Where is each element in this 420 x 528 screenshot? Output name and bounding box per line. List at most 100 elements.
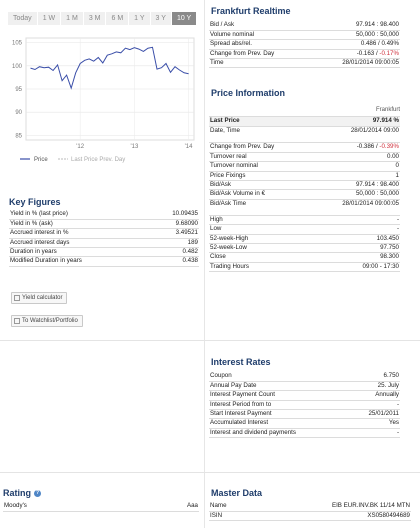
master-label: Name (209, 502, 247, 512)
key-figure-label: Accrued interest days (9, 238, 148, 249)
price-info-value: 50,000 : 50,000 (310, 189, 400, 200)
key-figures-title: Key Figures (9, 197, 61, 207)
price-info-row: Price Fixings 1 (209, 171, 400, 181)
frankfurt-label: Volume nominal (209, 30, 311, 41)
key-figure-row: Duration in years 0.482 (9, 247, 199, 258)
frankfurt-row: Volume nominal 50,000 : 50,000 (209, 30, 400, 41)
key-figure-row: Accrued interest in % 3.49521 (9, 228, 199, 239)
y-tick-label: 100 (12, 64, 23, 70)
interest-label: Interest Period from to (209, 400, 349, 411)
frankfurt-label: Bid / Ask (209, 21, 311, 31)
frankfurt-row: Spread abs/rel. 0.486 / 0.49% (209, 39, 400, 50)
frankfurt-value: 0.486 / 0.49% (310, 39, 400, 50)
interest-label: Interest and dividend payments (209, 428, 349, 439)
tab-1y[interactable]: 1 Y (129, 12, 151, 25)
key-figure-value: 9.68090 (147, 219, 199, 230)
price-info-label: Date, Time (209, 126, 311, 144)
interest-label: Interest Payment Count (209, 390, 349, 401)
price-info-label: Price Fixings (209, 171, 311, 181)
price-info-row: 52-week-High 103.450 (209, 234, 400, 244)
price-info-row: Bid/Ask Volume in €50,000 : 50,000 (209, 189, 400, 200)
interest-row: Coupon 6.750 (209, 372, 400, 382)
price-info-label: Bid/Ask Time (209, 199, 311, 216)
key-figure-label: Accrued interest in % (9, 228, 148, 239)
price-info-row: Date, Time 28/01/2014 09:00 (209, 126, 400, 144)
price-info-row: Close 98.300 (209, 252, 400, 263)
y-tick-label: 85 (15, 133, 22, 139)
key-figure-value: 10.09435 (147, 210, 199, 220)
price-info-label: Bid/Ask (209, 180, 311, 191)
price-info-label: Trading Hours (209, 262, 311, 273)
key-figure-row: Accrued interest days 189 (9, 238, 199, 249)
price-info-label: Change from Prev. Day (209, 142, 311, 153)
tab-6m[interactable]: 6 M (106, 12, 130, 25)
section-separator-2 (0, 472, 420, 473)
interest-value: - (348, 428, 400, 439)
rating-row: Moody's Aaa (3, 502, 199, 512)
x-tick-label: '14 (185, 144, 193, 150)
frankfurt-row: Change from Prev. Day -0.163 / -0.17% (209, 49, 400, 60)
key-figure-row: Modified Duration in years 0.438 (9, 256, 199, 267)
calculator-icon (14, 295, 20, 301)
key-figure-value: 0.438 (147, 256, 199, 267)
watchlist-button[interactable]: To Watchlist/Portfolio (11, 315, 83, 327)
key-figure-row: Yield in % (last price) 10.09435 (9, 210, 199, 220)
interest-label: Start Interest Payment (209, 409, 349, 420)
price-info-row: Turnover real 0.00 (209, 152, 400, 163)
price-info-row: Bid/Ask 97.914 : 98.400 (209, 180, 400, 191)
rating-label: Moody's (3, 502, 132, 512)
price-chart-svg: 85 90 95 100 105 '12 '13 '14 Price Last Price Pre… (12, 37, 195, 163)
price-info-label: 52-week-High (209, 234, 311, 244)
rating-value: Aaa (131, 502, 199, 512)
interest-rates-table: Coupon 6.750 Annual Pay Date 25. July Intere… (209, 372, 400, 439)
master-row: ISIN XS0580494689 (209, 511, 411, 522)
tab-3m[interactable]: 3 M (83, 12, 107, 25)
price-info-row: Change from Prev. Day -0.386 / -0.39% (209, 142, 400, 153)
tab-1m[interactable]: 1 M (61, 12, 84, 25)
price-info-row: Trading Hours 09:00 - 17:30 (209, 262, 400, 273)
price-info-value: 1 (310, 171, 400, 181)
price-info-row: High - (209, 215, 400, 226)
legend-price-label: Price (34, 157, 48, 163)
price-info-label: Close (209, 252, 311, 263)
key-figure-value: 3.49521 (147, 228, 199, 239)
master-value: EIB EUR.INV.BK 11/14 MTN (246, 502, 411, 512)
price-info-value: 98.300 (310, 252, 400, 263)
price-info-row: Turnover nominal 0 (209, 161, 400, 172)
help-icon[interactable]: ? (34, 490, 41, 498)
yield-calculator-button[interactable]: Yield calculator (11, 292, 68, 304)
frankfurt-value: 28/01/2014 09:00:05 (310, 58, 400, 69)
key-figure-value: 0.482 (147, 247, 199, 258)
interest-row: Interest Period from to - (209, 400, 400, 411)
tab-1w[interactable]: 1 W (37, 12, 62, 25)
frankfurt-realtime-table: Bid / Ask 97.914 : 98.400 Volume nominal 50… (209, 21, 400, 69)
tab-10y[interactable]: 10 Y (171, 12, 198, 25)
price-info-value: 28/01/2014 09:00 (310, 126, 400, 144)
frankfurt-label: Time (209, 58, 311, 69)
tab-3y[interactable]: 3 Y (150, 12, 172, 25)
price-info-table: Frankfurt Last Price 97.914 % Date, Time… (209, 104, 400, 273)
key-figure-label: Duration in years (9, 247, 148, 258)
master-data-table: Name EIB EUR.INV.BK 11/14 MTN ISIN XS058049… (209, 502, 411, 522)
price-info-value: 09:00 - 17:30 (310, 262, 400, 273)
price-info-row: 52-week-Low 97.750 (209, 243, 400, 254)
last-price-row: Last Price 97.914 % (209, 117, 400, 127)
interest-row: Accumulated Interest Yes (209, 418, 400, 429)
y-tick-label: 105 (12, 41, 23, 47)
interest-row: Start Interest Payment 25/01/2011 (209, 409, 400, 420)
interest-row: Interest Payment Count Annually (209, 390, 400, 401)
master-data-title: Master Data (211, 488, 263, 498)
interest-value: - (348, 400, 400, 411)
watchlist-icon (14, 318, 20, 324)
key-figure-label: Modified Duration in years (9, 256, 148, 267)
interest-row: Annual Pay Date 25. July (209, 381, 400, 392)
interest-rates-title: Interest Rates (211, 357, 271, 367)
price-info-value: 103.450 (310, 234, 400, 244)
rating-table: Moody's Aaa (3, 502, 199, 512)
tab-today[interactable]: Today (8, 12, 38, 25)
frankfurt-change-percent: -0.17% (379, 49, 399, 57)
watchlist-label: To Watchlist/Portfolio (22, 318, 78, 324)
price-info-title: Price Information (211, 88, 286, 98)
frankfurt-row: Bid / Ask 97.914 : 98.400 (209, 21, 400, 31)
frankfurt-value: 50,000 : 50,000 (310, 30, 400, 41)
